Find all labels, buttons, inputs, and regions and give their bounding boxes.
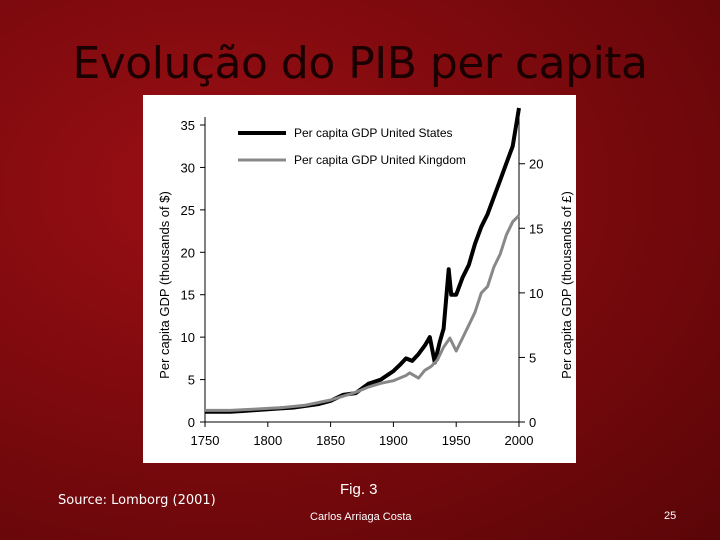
y-tick-label-left: 15 bbox=[181, 288, 195, 303]
chart-panel: 1750 1800 1850 1900 1950 2000 0 5 10 15 20 25 30 35 0 5… bbox=[143, 95, 576, 463]
y-tick-label-left: 0 bbox=[188, 415, 195, 430]
x-tick-label: 1800 bbox=[253, 433, 282, 448]
y-tick-label-left: 25 bbox=[181, 203, 195, 218]
x-tick-label: 1750 bbox=[191, 433, 220, 448]
legend-label-uk: Per capita GDP United Kingdom bbox=[294, 153, 466, 167]
y-tick-label-right: 15 bbox=[529, 221, 543, 236]
figure-label: Fig. 3 bbox=[340, 481, 378, 498]
y-axis-label-left: Per capita GDP (thousands of $) bbox=[157, 191, 172, 379]
x-tick-label: 1950 bbox=[442, 433, 471, 448]
y-tick-label-left: 30 bbox=[181, 160, 195, 175]
x-tick-label: 2000 bbox=[505, 433, 534, 448]
y-tick-label-right: 5 bbox=[529, 350, 536, 365]
y-tick-label-left: 10 bbox=[181, 330, 195, 345]
y-tick-label-right: 20 bbox=[529, 157, 543, 172]
y-axis-label-right: Per capita GDP (thousands of £) bbox=[559, 191, 574, 379]
page-number: 25 bbox=[664, 510, 677, 522]
author-name: Carlos Arriaga Costa bbox=[310, 511, 412, 523]
x-tick-label: 1900 bbox=[379, 433, 408, 448]
x-tick-label: 1850 bbox=[316, 433, 345, 448]
y-tick-label-left: 5 bbox=[188, 373, 195, 388]
chart-axes: 1750 1800 1850 1900 1950 2000 0 5 10 15 20 25 30 35 0 5… bbox=[181, 117, 543, 448]
y-tick-label-right: 0 bbox=[529, 415, 536, 430]
gdp-chart: 1750 1800 1850 1900 1950 2000 0 5 10 15 20 25 30 35 0 5… bbox=[157, 107, 574, 448]
y-tick-label-left: 20 bbox=[181, 245, 195, 260]
series-line-uk bbox=[205, 214, 521, 412]
legend-label-us: Per capita GDP United States bbox=[294, 126, 453, 140]
source-note: Source: Lomborg (2001) bbox=[58, 493, 216, 508]
slide-title: Evolução do PIB per capita bbox=[72, 38, 648, 89]
chart-series bbox=[205, 107, 521, 414]
y-tick-label-right: 10 bbox=[529, 286, 543, 301]
chart-legend: Per capita GDP United States Per capita G… bbox=[238, 126, 466, 167]
y-tick-label-left: 35 bbox=[181, 118, 195, 133]
